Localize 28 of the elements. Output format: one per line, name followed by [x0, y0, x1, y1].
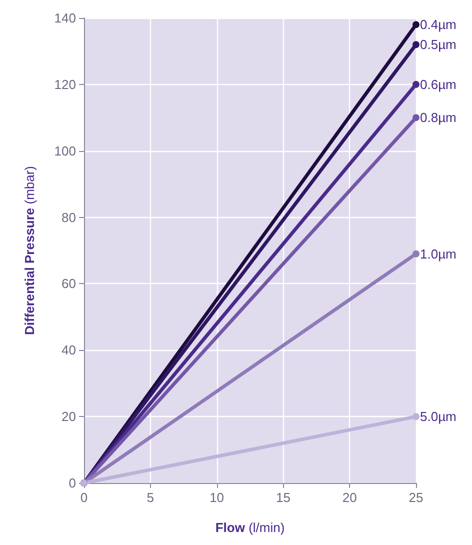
x-tick-label: 25: [408, 490, 424, 505]
point: [412, 80, 420, 88]
series-label: 0.5µm: [420, 37, 456, 52]
x-tick-label: 10: [210, 490, 224, 505]
y-axis-title: Differential Pressure (mbar): [22, 166, 37, 336]
series-label: 5.0µm: [420, 409, 456, 424]
series-label: 0.6µm: [420, 76, 456, 92]
series-label: 0.8µm: [420, 110, 456, 126]
y-tick-label: 60: [62, 276, 76, 292]
x-tick-label: 20: [342, 490, 357, 505]
point: [412, 21, 420, 28]
series-label: 1.0µm: [420, 246, 456, 262]
point: [412, 413, 420, 420]
point: [412, 250, 420, 258]
x-tick-label: 15: [276, 490, 290, 505]
y-tick-label: 80: [62, 210, 76, 225]
series-label: 0.4µm: [420, 17, 456, 32]
y-tick-label: 100: [54, 143, 76, 158]
point: [412, 114, 420, 122]
y-tick-label: 0: [68, 476, 76, 490]
x-axis-title: Flow (l/min): [215, 520, 285, 535]
x-tick-label: 5: [146, 490, 154, 505]
point: [412, 41, 420, 48]
y-tick-label: 20: [62, 409, 76, 424]
y-tick-label: 40: [62, 342, 76, 358]
y-tick-label: 140: [54, 10, 76, 26]
y-tick-label: 120: [54, 76, 76, 92]
x-tick-label: 0: [80, 490, 88, 505]
